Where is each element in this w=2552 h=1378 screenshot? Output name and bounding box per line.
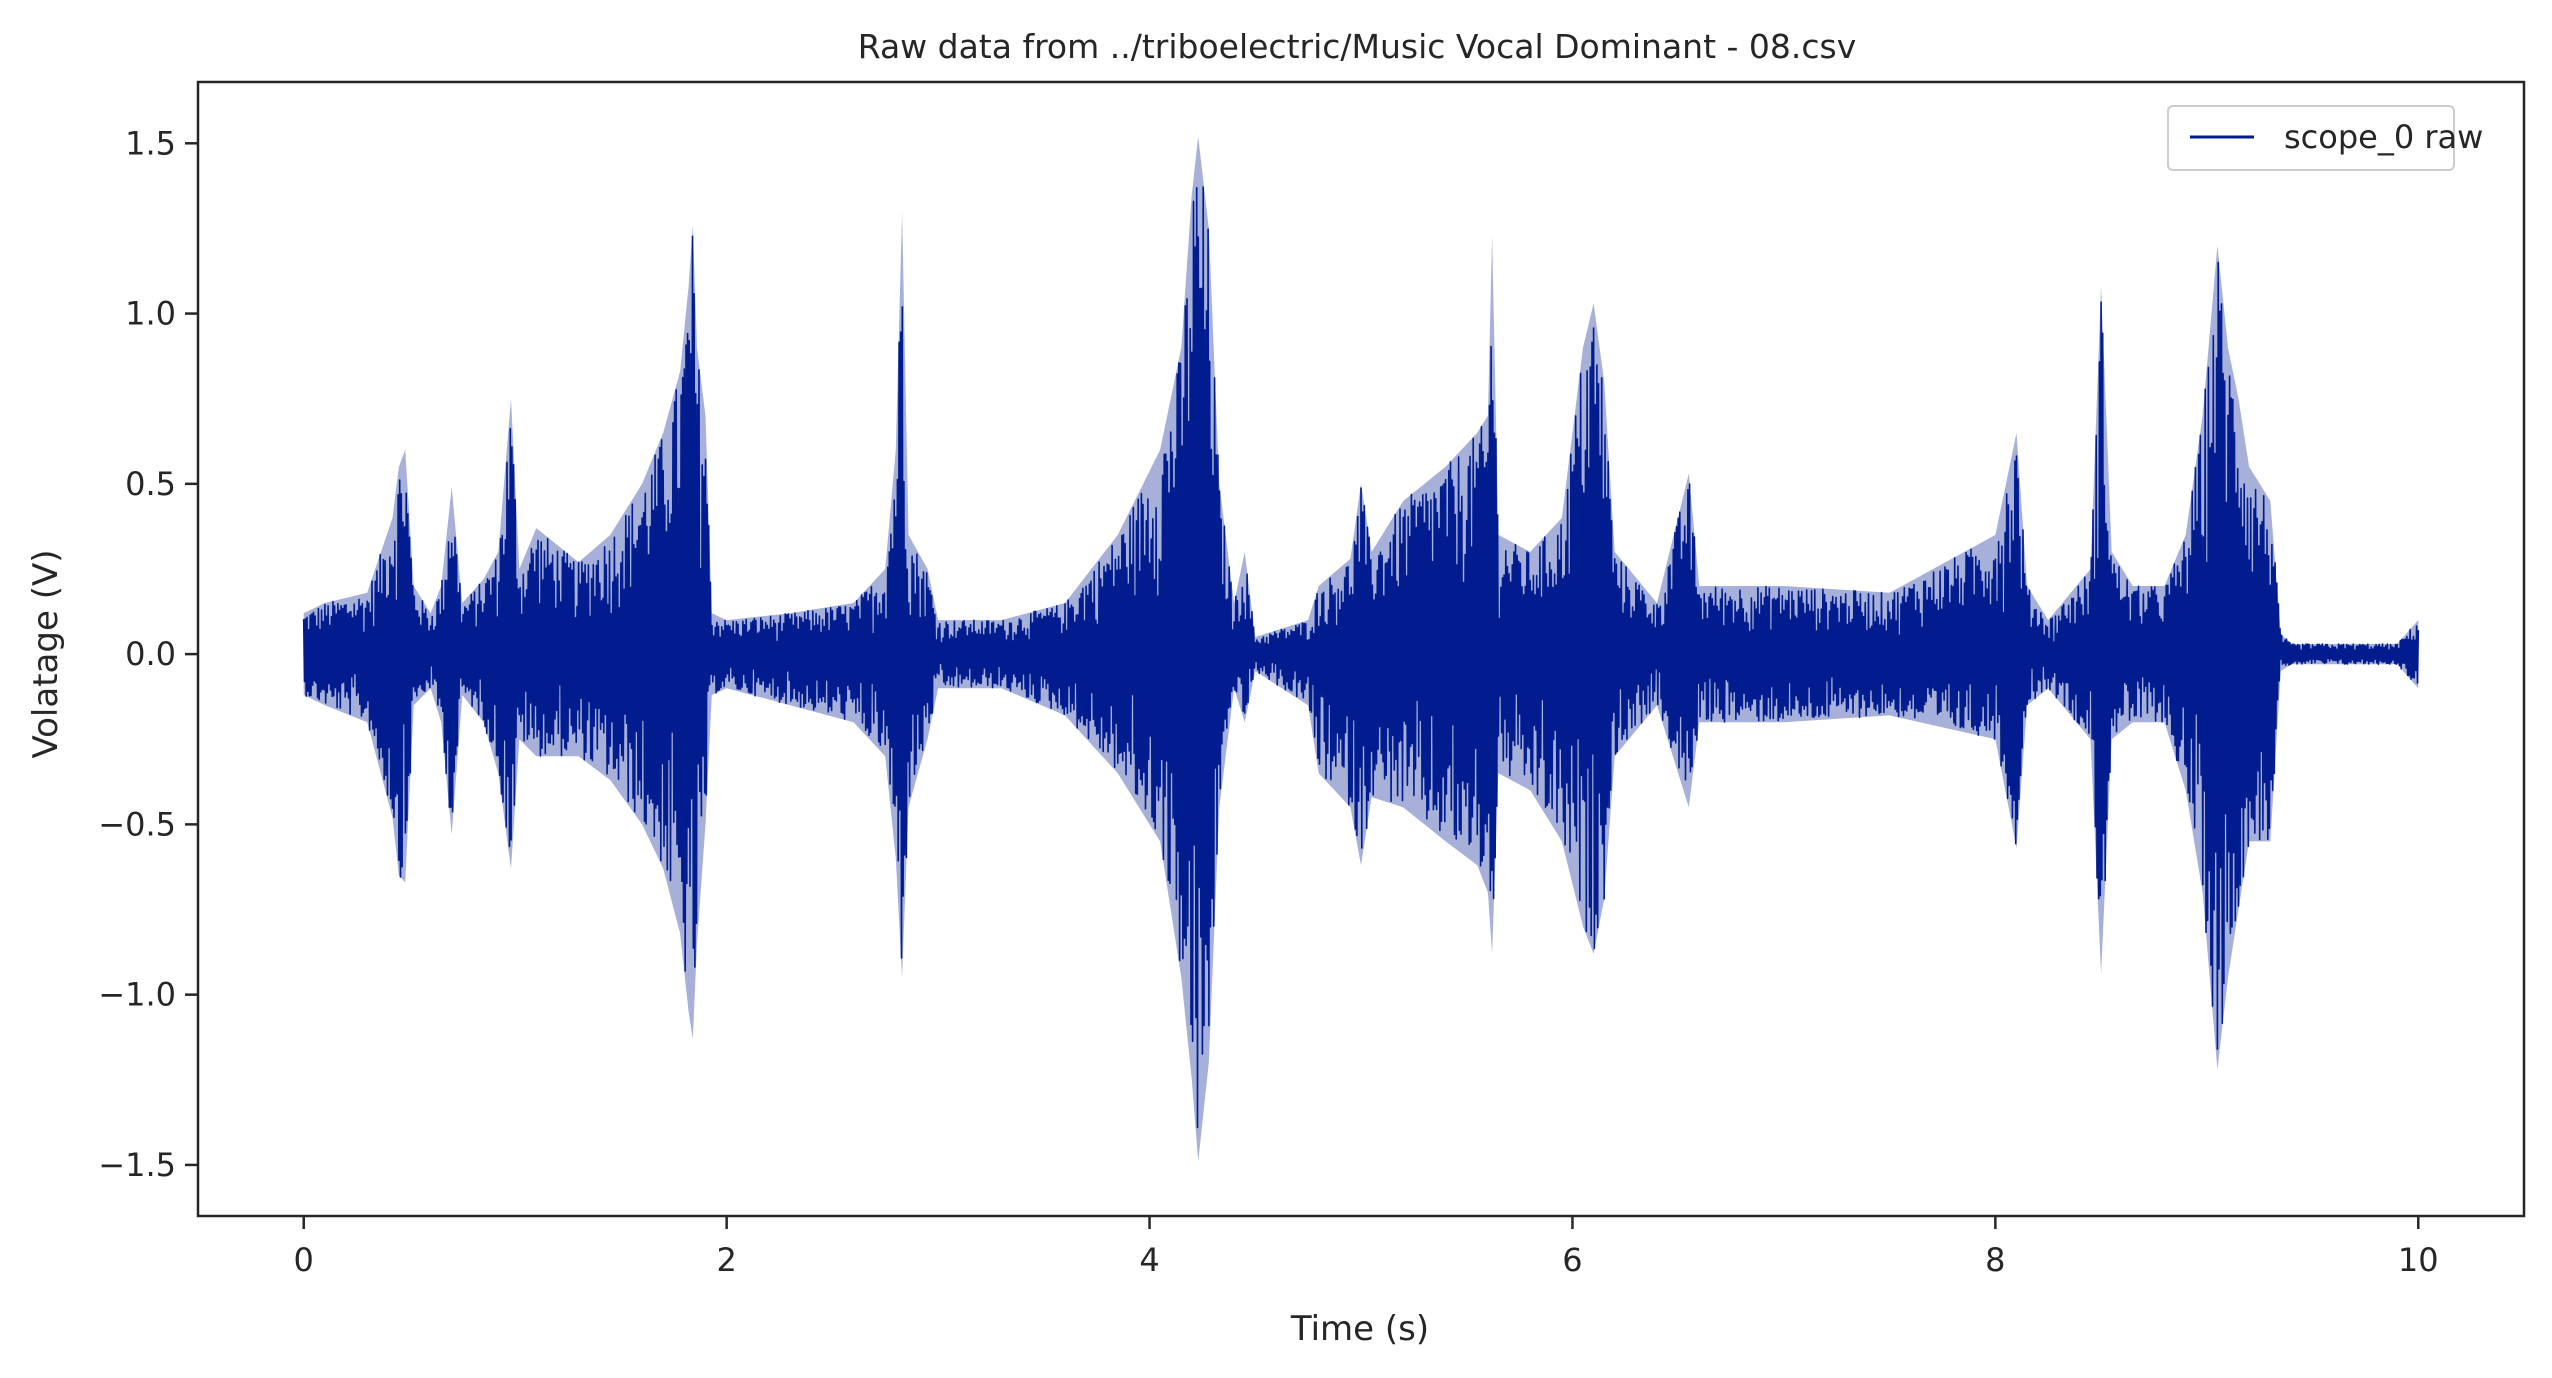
- y-tick-label: 1.0: [125, 295, 176, 333]
- x-tick-label: 4: [1139, 1241, 1159, 1279]
- x-tick-label: 10: [2398, 1241, 2439, 1279]
- y-tick-label: 1.5: [125, 124, 176, 162]
- plot-area: [302, 136, 2420, 1162]
- x-tick-label: 8: [1985, 1241, 2005, 1279]
- y-tick-label: 0.0: [125, 635, 176, 673]
- chart-title: Raw data from ../triboelectric/Music Voc…: [858, 27, 1857, 66]
- y-tick-label: −1.5: [98, 1146, 176, 1184]
- x-axis: 0 2 4 6 8 10: [294, 1216, 2439, 1279]
- legend-label: scope_0 raw: [2284, 118, 2483, 156]
- y-tick-label: −0.5: [98, 805, 176, 843]
- legend-box: [2167, 105, 2455, 171]
- legend: scope_0 raw: [2167, 105, 2483, 171]
- y-axis: −1.5 −1.0 −0.5 0.0 0.5 1.0 1.5: [98, 124, 198, 1184]
- x-axis-label: Time (s): [1290, 1309, 1429, 1349]
- x-tick-label: 0: [294, 1241, 314, 1279]
- y-tick-label: −1.0: [98, 976, 176, 1014]
- x-tick-label: 6: [1562, 1241, 1582, 1279]
- y-tick-label: 0.5: [125, 465, 176, 503]
- series-line: [302, 186, 2420, 1129]
- x-tick-label: 2: [716, 1241, 736, 1279]
- series-envelope: [303, 136, 2419, 1162]
- plot-frame: [196, 80, 2526, 1218]
- y-axis-label: Volatage (V): [26, 550, 66, 759]
